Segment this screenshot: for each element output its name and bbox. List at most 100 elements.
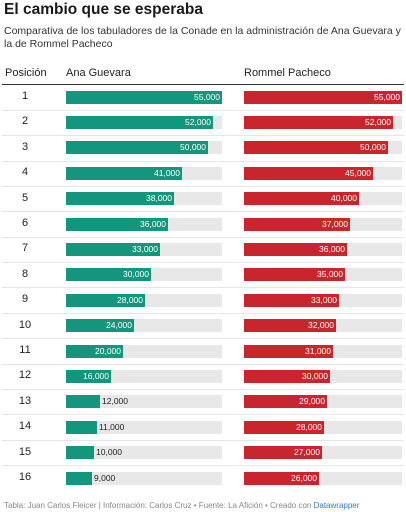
data-label: 20,000 bbox=[95, 346, 121, 356]
bar bbox=[66, 345, 123, 358]
bar bbox=[66, 192, 174, 205]
data-label: 36,000 bbox=[140, 219, 166, 229]
bar bbox=[244, 446, 322, 459]
data-label: 30,000 bbox=[302, 371, 328, 381]
row-divider bbox=[2, 414, 404, 415]
bar bbox=[66, 268, 151, 281]
data-label: 33,000 bbox=[132, 244, 158, 254]
rank-label: 14 bbox=[18, 420, 32, 432]
data-label: 37,000 bbox=[322, 219, 348, 229]
rank-label: 10 bbox=[18, 319, 32, 331]
rank-label: 11 bbox=[19, 344, 31, 356]
bar bbox=[244, 345, 333, 358]
rank-label: 1 bbox=[21, 90, 29, 102]
rank-label: 15 bbox=[18, 446, 32, 458]
data-label: 36,000 bbox=[319, 244, 345, 254]
bar bbox=[244, 319, 336, 332]
data-label: 26,000 bbox=[291, 473, 317, 483]
bar bbox=[244, 192, 359, 205]
data-label: 24,000 bbox=[106, 320, 132, 330]
row-divider bbox=[2, 110, 404, 111]
datawrapper-link[interactable]: Datawrapper bbox=[313, 501, 360, 510]
rank-label: 12 bbox=[18, 369, 32, 381]
data-label: 27,000 bbox=[294, 447, 320, 457]
row-divider bbox=[2, 161, 404, 162]
data-label: 30,000 bbox=[123, 269, 149, 279]
data-label: 29,000 bbox=[299, 396, 325, 406]
row-divider bbox=[2, 135, 404, 136]
bar bbox=[66, 319, 134, 332]
header-divider bbox=[2, 84, 404, 85]
data-label: 9,000 bbox=[94, 473, 116, 483]
header-rommel-pacheco: Rommel Pacheco bbox=[244, 67, 331, 79]
chart-title: El cambio que se esperaba bbox=[4, 1, 204, 18]
row-divider bbox=[2, 465, 404, 466]
data-label: 50,000 bbox=[360, 142, 386, 152]
rank-label: 6 bbox=[21, 217, 29, 229]
data-label: 41,000 bbox=[154, 168, 180, 178]
bar bbox=[244, 294, 339, 307]
bar-track bbox=[66, 446, 222, 459]
data-label: 28,000 bbox=[296, 422, 322, 432]
bar bbox=[66, 421, 97, 434]
data-label: 32,000 bbox=[308, 320, 334, 330]
bar bbox=[66, 395, 100, 408]
bar bbox=[66, 472, 92, 485]
bar-track bbox=[66, 421, 222, 434]
row-divider bbox=[2, 440, 404, 441]
row-divider bbox=[2, 211, 404, 212]
rank-label: 2 bbox=[21, 115, 29, 127]
bar bbox=[66, 141, 208, 154]
rank-label: 4 bbox=[21, 166, 29, 178]
bar bbox=[66, 370, 111, 383]
bar bbox=[66, 294, 145, 307]
bar bbox=[66, 167, 182, 180]
bar bbox=[66, 218, 168, 231]
data-label: 52,000 bbox=[185, 117, 211, 127]
bar bbox=[244, 141, 388, 154]
rank-label: 3 bbox=[21, 141, 29, 153]
rank-label: 13 bbox=[18, 395, 32, 407]
bar-track bbox=[66, 395, 222, 408]
bar bbox=[66, 116, 213, 129]
header-position: Posición bbox=[5, 67, 47, 79]
rank-label: 16 bbox=[18, 471, 32, 483]
data-label: 12,000 bbox=[102, 396, 128, 406]
row-divider bbox=[2, 262, 404, 263]
data-label: 31,000 bbox=[305, 346, 331, 356]
chart-footer: Tabla: Juan Carlos Fleicer | Información… bbox=[4, 501, 359, 510]
bar bbox=[66, 91, 222, 104]
bar bbox=[244, 268, 345, 281]
row-divider bbox=[2, 364, 404, 365]
data-label: 45,000 bbox=[345, 168, 371, 178]
rank-label: 7 bbox=[21, 242, 29, 254]
row-divider bbox=[2, 338, 404, 339]
bar bbox=[244, 218, 350, 231]
data-label: 10,000 bbox=[96, 447, 122, 457]
data-label: 40,000 bbox=[331, 193, 357, 203]
bar bbox=[244, 395, 327, 408]
row-divider bbox=[2, 237, 404, 238]
bar bbox=[244, 243, 347, 256]
data-label: 50,000 bbox=[180, 142, 206, 152]
data-label: 55,000 bbox=[194, 92, 220, 102]
chart-subtitle: Comparativa de los tabuladores de la Con… bbox=[4, 25, 401, 50]
bar bbox=[244, 472, 319, 485]
bar-track bbox=[66, 472, 222, 485]
rank-label: 8 bbox=[21, 268, 29, 280]
bar bbox=[66, 243, 160, 256]
rank-label: 9 bbox=[21, 293, 29, 305]
bar bbox=[66, 446, 94, 459]
data-label: 33,000 bbox=[311, 295, 337, 305]
row-divider bbox=[2, 287, 404, 288]
data-label: 38,000 bbox=[146, 193, 172, 203]
data-label: 16,000 bbox=[83, 371, 109, 381]
data-label: 52,000 bbox=[365, 117, 391, 127]
row-divider bbox=[2, 186, 404, 187]
data-label: 28,000 bbox=[117, 295, 143, 305]
bar bbox=[244, 370, 330, 383]
row-divider bbox=[2, 389, 404, 390]
data-label: 55,000 bbox=[374, 92, 400, 102]
footer-credits: Tabla: Juan Carlos Fleicer | Información… bbox=[4, 501, 314, 510]
bar bbox=[244, 91, 402, 104]
